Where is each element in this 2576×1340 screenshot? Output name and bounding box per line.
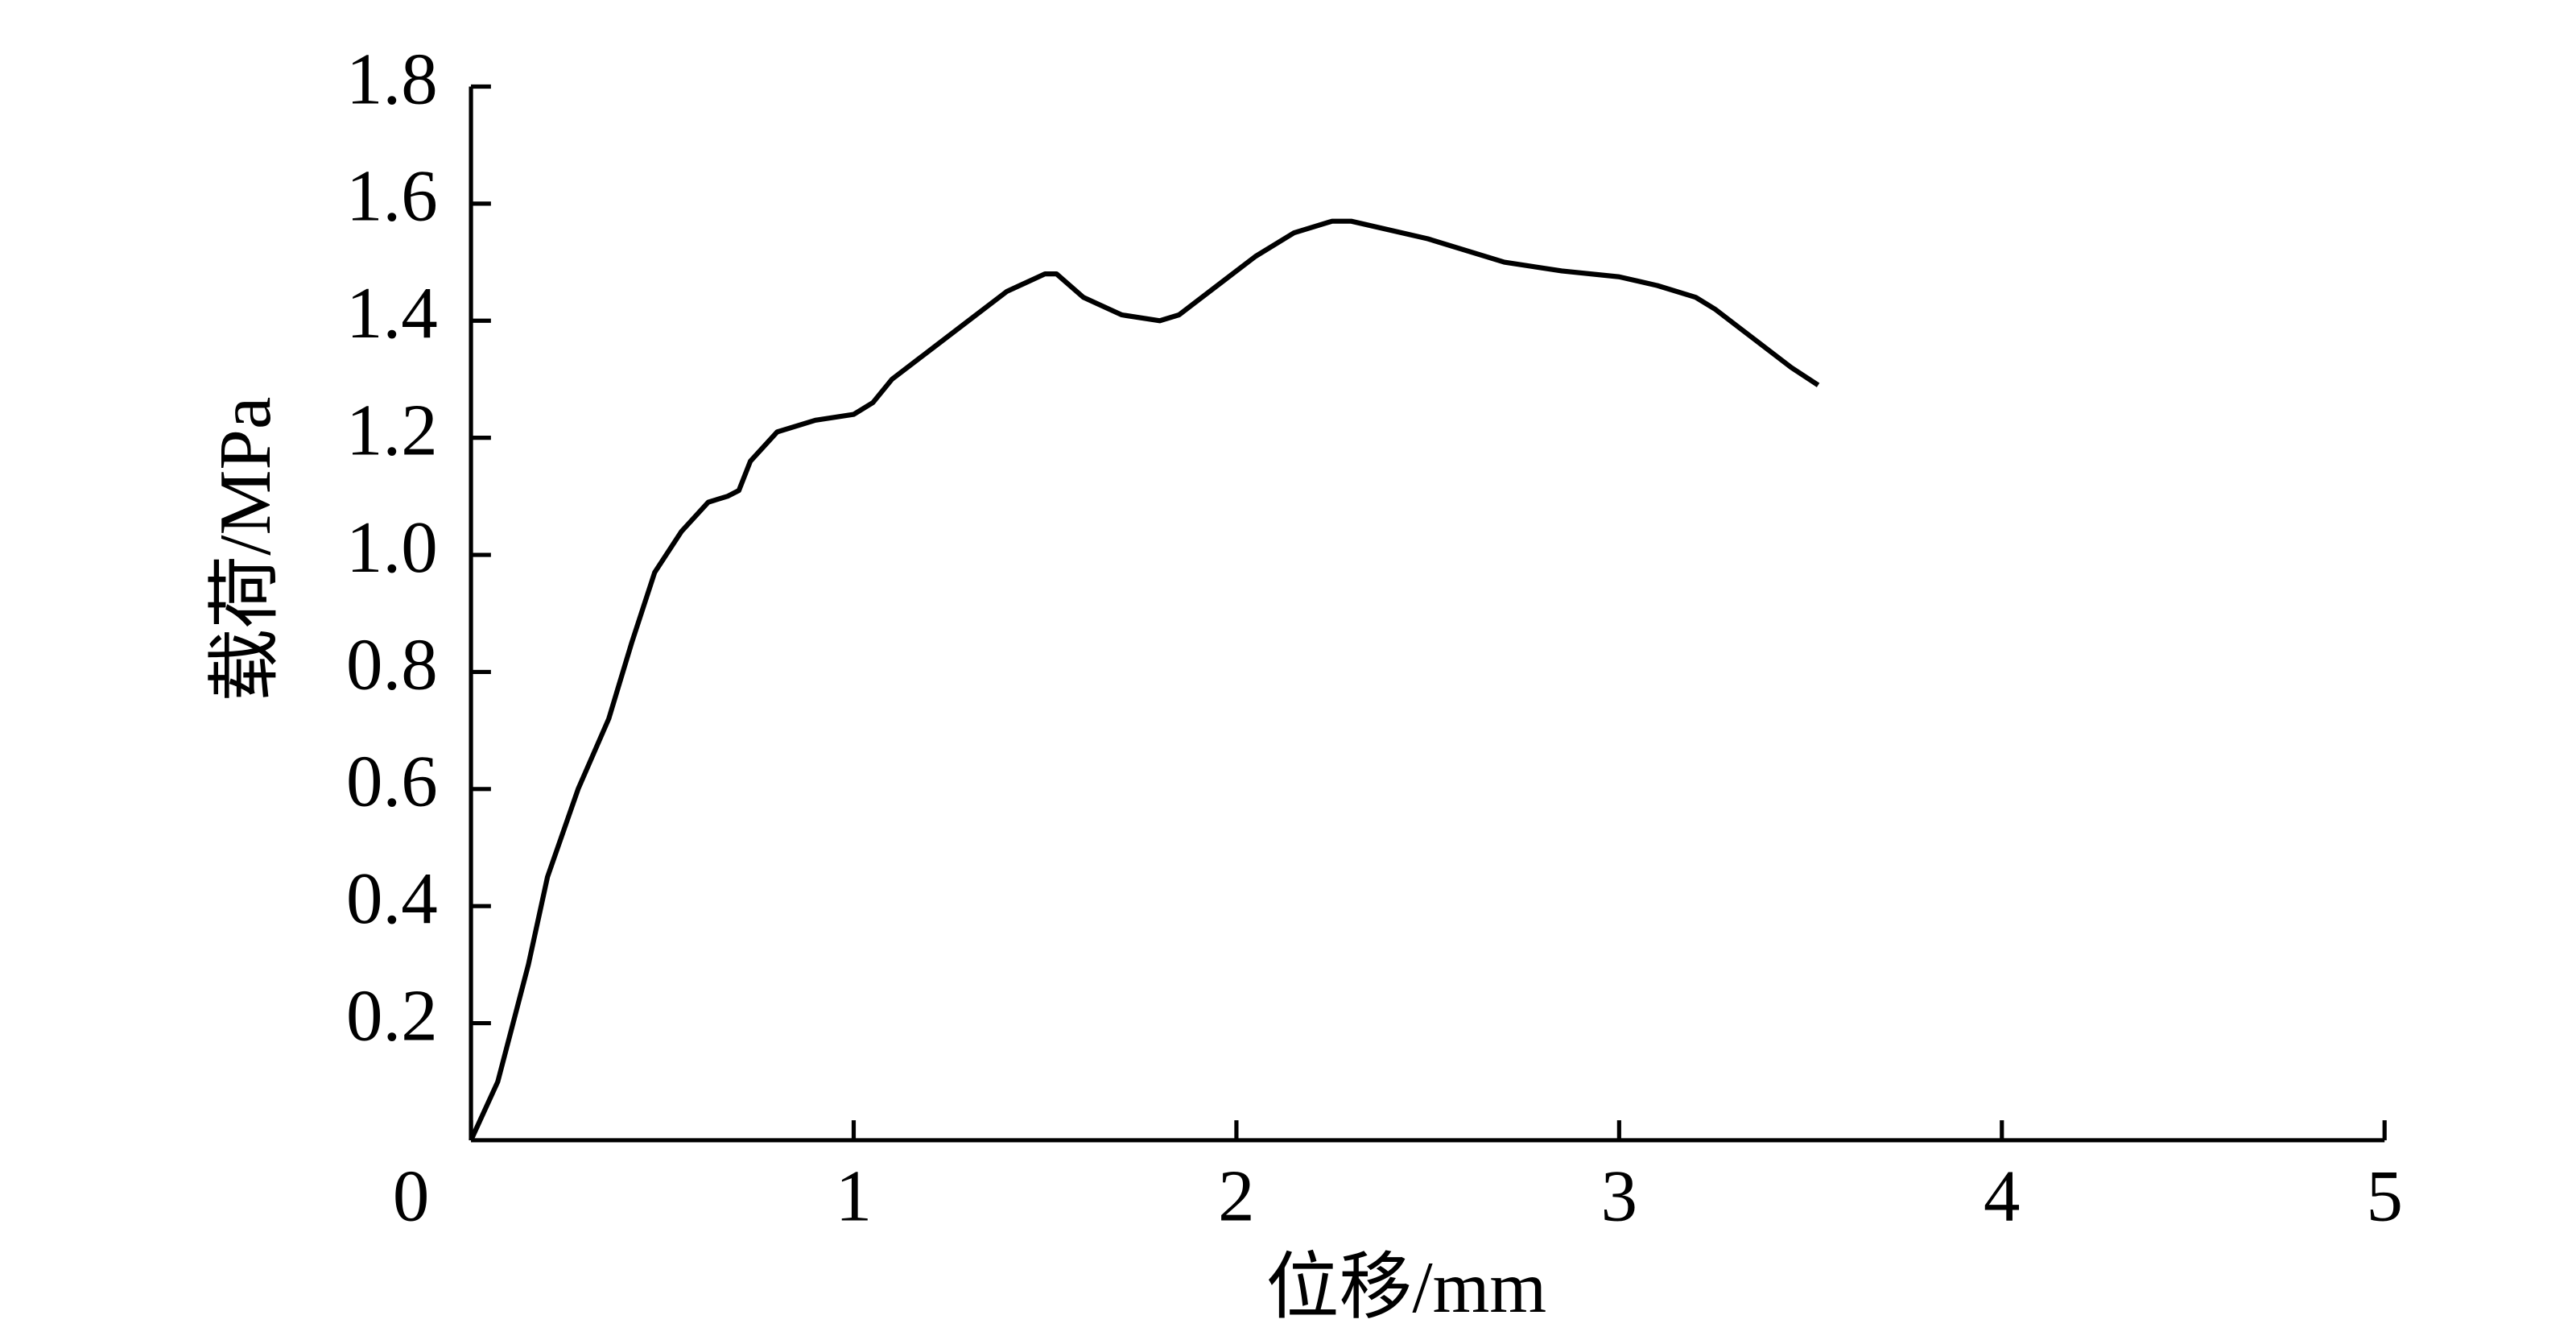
data-line <box>469 218 1820 1142</box>
y-tick-label: 0.6 <box>346 741 438 822</box>
x-axis-label: 位移/mm <box>1265 1247 1546 1328</box>
y-tick-label: 1.8 <box>346 38 438 119</box>
x-tick-label: 2 <box>1218 1155 1254 1236</box>
x-tick-label: 1 <box>836 1155 872 1236</box>
y-tick-label: 0.2 <box>346 974 438 1056</box>
x-tick-label: 0 <box>393 1155 429 1236</box>
y-tick-label: 0.8 <box>346 623 438 705</box>
y-tick-label: 0.4 <box>346 858 438 939</box>
y-tick-label: 1.6 <box>346 155 438 237</box>
x-tick-label: 4 <box>1984 1155 2020 1236</box>
x-tick-label: 3 <box>1601 1155 1637 1236</box>
y-tick-label: 1.2 <box>346 390 438 471</box>
x-tick-label: 5 <box>2366 1155 2402 1236</box>
y-axis-label: 载荷/MPa <box>204 397 286 702</box>
y-tick-label: 1.4 <box>346 272 438 354</box>
y-tick-label: 1.0 <box>346 507 438 588</box>
